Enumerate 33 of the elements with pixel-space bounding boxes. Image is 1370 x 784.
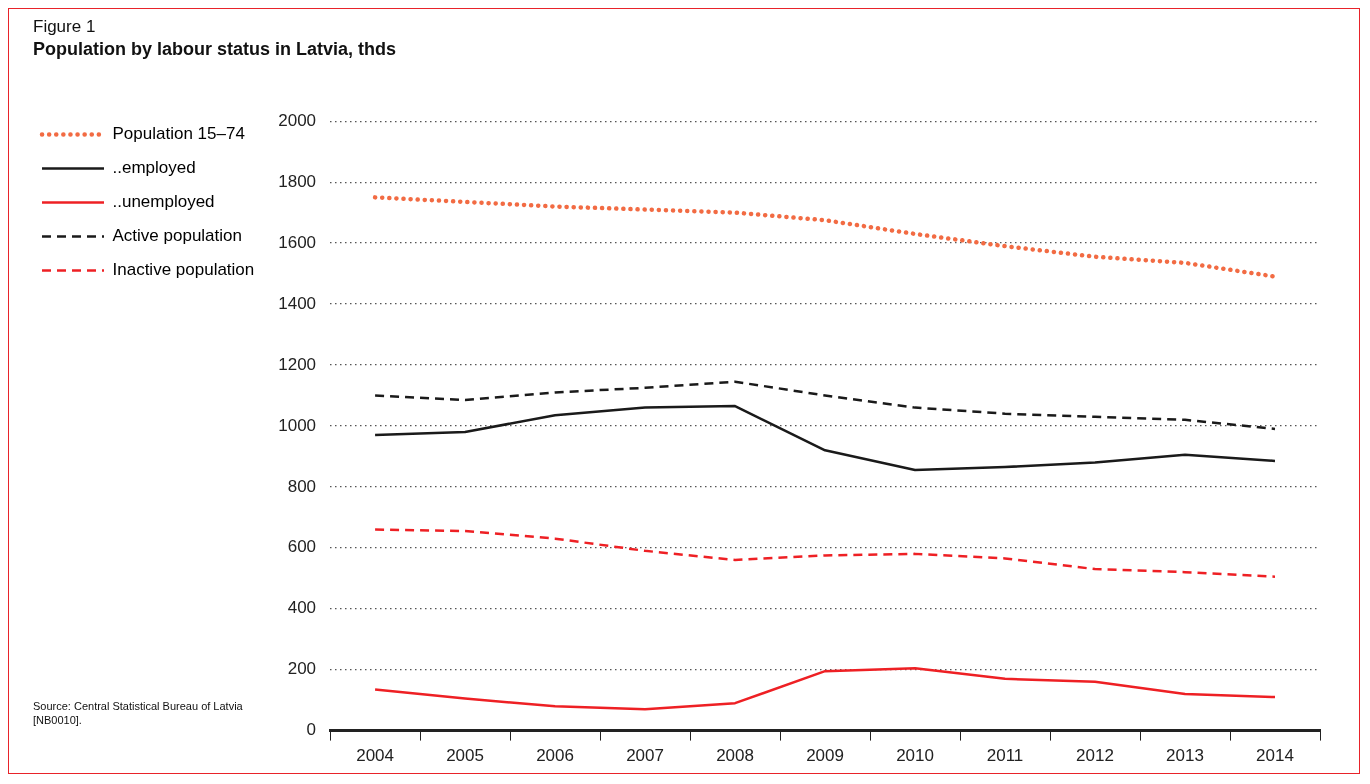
y-tick-label: 1200 bbox=[278, 354, 317, 374]
y-tick-label: 800 bbox=[287, 476, 317, 496]
x-tick-label: 2008 bbox=[716, 746, 754, 766]
line-series bbox=[373, 528, 1277, 578]
legend-label: Population 15–74 bbox=[112, 124, 245, 144]
x-tick-label: 2006 bbox=[536, 746, 574, 766]
y-tick-label: 600 bbox=[287, 537, 317, 557]
legend-label: Active population bbox=[112, 226, 242, 246]
y-tick-label: 2000 bbox=[278, 110, 317, 130]
y-tick-label: 0 bbox=[306, 720, 317, 740]
x-tick-label: 2009 bbox=[806, 746, 844, 766]
source-note: Source: Central Statistical Bureau of Latvia [NB0010]. bbox=[33, 699, 244, 727]
x-tick-label: 2005 bbox=[446, 746, 484, 766]
y-tick-label: 1000 bbox=[278, 415, 317, 435]
y-tick-label: 400 bbox=[287, 598, 317, 618]
y-tick-label: 1400 bbox=[278, 293, 317, 313]
line-series bbox=[373, 380, 1277, 431]
legend-label: ..employed bbox=[112, 158, 196, 178]
x-tick-label: 2012 bbox=[1076, 746, 1114, 766]
legend-label: ..unemployed bbox=[112, 192, 215, 212]
y-tick-label: 200 bbox=[287, 659, 317, 679]
x-tick-label: 2004 bbox=[356, 746, 394, 766]
line-series bbox=[372, 195, 1278, 279]
y-tick-label: 1600 bbox=[278, 232, 317, 252]
x-tick-label: 2010 bbox=[896, 746, 934, 766]
text: Figure 1 bbox=[33, 17, 96, 37]
chart-title: Population by labour status in Latvia, thds bbox=[33, 39, 397, 60]
y-tick-label: 1800 bbox=[278, 171, 317, 191]
x-tick-label: 2011 bbox=[986, 746, 1024, 766]
legend-label: Inactive population bbox=[112, 260, 255, 280]
x-tick-label: 2014 bbox=[1256, 746, 1294, 766]
x-tick-label: 2007 bbox=[626, 746, 664, 766]
x-tick-label: 2013 bbox=[1166, 746, 1204, 766]
